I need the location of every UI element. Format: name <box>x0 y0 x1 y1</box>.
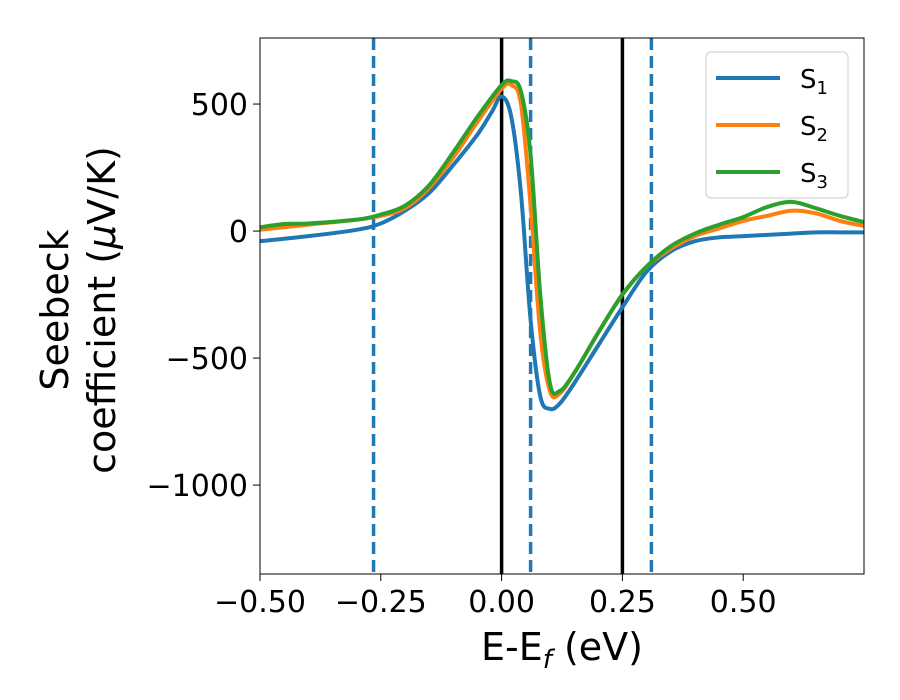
legend-label-S2: S2 <box>800 112 828 146</box>
legend-label-S3: S3 <box>800 159 828 193</box>
x-tick-label: −0.25 <box>335 585 427 620</box>
x-tick-label: 0.25 <box>589 585 656 620</box>
series-line-S2 <box>260 81 864 400</box>
y-tick-label: 0 <box>229 215 248 250</box>
y-axis-label-line2: coefficient (μV/K) <box>80 146 124 474</box>
legend-label-S1: S1 <box>800 65 828 99</box>
y-axis-label-text: coefficient ( <box>80 249 124 474</box>
x-tick-label: 0.00 <box>468 585 535 620</box>
y-axis-ticks: 500 0 −500 −1000 <box>147 88 260 504</box>
x-axis-label-unit: (eV) <box>552 625 643 669</box>
y-axis-label-unit: V/K) <box>80 146 124 225</box>
y-axis-label-line1: Seebeck <box>33 229 77 390</box>
x-tick-label: −0.50 <box>214 585 306 620</box>
x-axis-ticks: −0.50 −0.25 0.00 0.25 0.50 <box>214 574 777 620</box>
x-axis-label-main: E-E <box>481 625 543 669</box>
series-line-S1 <box>260 94 864 412</box>
legend: S1 S2 S3 <box>705 51 849 199</box>
y-tick-label: 500 <box>191 88 248 123</box>
y-tick-label: −500 <box>166 342 248 377</box>
plot-frame <box>259 37 865 575</box>
y-axis-label-mu: μ <box>80 225 124 250</box>
y-tick-label: −1000 <box>147 469 248 504</box>
x-axis-label: E-Ef (eV) <box>481 625 643 675</box>
series-lines <box>260 78 864 412</box>
x-tick-label: 0.50 <box>710 585 777 620</box>
series-line-S3 <box>260 78 864 396</box>
